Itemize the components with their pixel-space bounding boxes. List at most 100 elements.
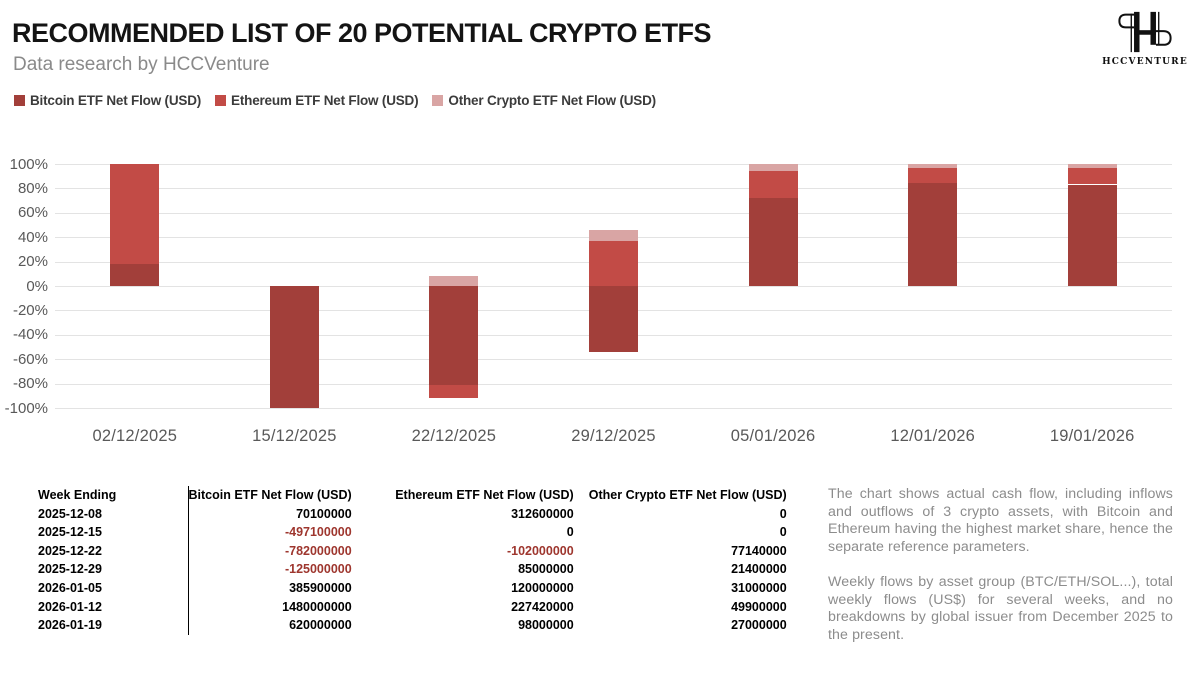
y-axis-label: 40% — [17, 228, 48, 246]
brand-logo: HCCVENTURE — [1100, 8, 1190, 67]
legend-item: Ethereum ETF Net Flow (USD) — [215, 93, 419, 108]
table-cell: 2025-12-08 — [38, 506, 102, 521]
table-cell: 2026-01-19 — [38, 618, 102, 633]
table-cell: 385900000 — [187, 578, 352, 598]
table-cell: -497100000 — [187, 523, 352, 542]
table-cell: 21400000 — [731, 562, 787, 577]
y-axis-label: 20% — [17, 253, 48, 271]
chart-gridline — [55, 212, 1172, 214]
y-axis-label: 60% — [17, 204, 48, 222]
chart-gridline — [55, 188, 1172, 190]
bar-segment — [908, 164, 958, 168]
table-cell: 620000000 — [187, 616, 352, 635]
table-cell: 312600000 — [511, 506, 574, 521]
description: The chart shows actual cash flow, includ… — [828, 486, 1173, 662]
table-cell: 85000000 — [518, 562, 574, 577]
chart-gridline — [55, 383, 1172, 385]
table-row: 2025-12-29 -125000000 85000000 21400000 — [38, 560, 787, 579]
legend-label: Other Crypto ETF Net Flow (USD) — [448, 93, 656, 108]
x-axis-label: 22/12/2025 — [411, 427, 497, 445]
table-cell: 120000000 — [511, 580, 574, 595]
bar-segment — [748, 164, 798, 171]
table-cell: -782000000 — [187, 541, 352, 561]
bar-segment — [429, 286, 479, 386]
bar-segment — [908, 167, 958, 184]
legend-swatch-icon — [14, 95, 25, 106]
bar-segment — [110, 164, 160, 264]
table-row: 2026-01-05 385900000 120000000 31000000 — [38, 578, 787, 598]
table-header-cell: Week Ending — [38, 488, 117, 502]
table-cell: 0 — [779, 525, 787, 540]
table-header-cell: Ethereum ETF Net Flow (USD) — [395, 488, 574, 502]
y-axis-label: -20% — [12, 301, 48, 319]
chart-gridline — [55, 164, 1172, 165]
y-axis-label: -80% — [12, 375, 48, 393]
x-axis-label: 12/01/2026 — [890, 427, 975, 445]
table-cell: 49900000 — [731, 599, 787, 614]
table-row: 2026-01-12 1480000000 227420000 49900000 — [38, 597, 787, 617]
x-axis-label: 02/12/2025 — [92, 427, 178, 445]
table-row: 2026-01-19 620000000 98000000 27000000 — [38, 616, 787, 635]
bar-segment — [110, 263, 160, 286]
bar-segment — [589, 286, 638, 352]
table-header-cell: Bitcoin ETF Net Flow (USD) — [187, 486, 352, 505]
chart-gridline — [55, 359, 1172, 361]
table-cell: 2025-12-15 — [38, 525, 102, 540]
table-body: 2025-12-08 70100000 312600000 0 2025-12-15 -4… — [38, 504, 787, 635]
table-cell: 1480000000 — [187, 597, 352, 617]
table-cell: 0 — [566, 525, 574, 540]
table-cell: 27000000 — [731, 618, 787, 633]
bar-segment — [429, 385, 479, 399]
bar-segment — [269, 286, 319, 408]
table-cell: 2025-12-29 — [38, 562, 102, 577]
table-head: Week Ending Bitcoin ETF Net Flow (USD) Eth… — [38, 486, 787, 505]
table-cell: -125000000 — [187, 560, 352, 579]
table-cell: 98000000 — [518, 618, 574, 633]
table-row: 2025-12-08 70100000 312600000 0 — [38, 504, 787, 524]
bar-segment — [908, 183, 958, 286]
logo-wordmark: HCCVENTURE — [1102, 57, 1188, 67]
y-axis-label: -100% — [4, 399, 48, 417]
x-axis-label: 19/01/2026 — [1049, 427, 1135, 445]
page-title: RECOMMENDED LIST OF 20 POTENTIAL CRYPTO … — [12, 18, 712, 48]
x-axis-label: 05/01/2026 — [730, 427, 816, 445]
bar-segment — [748, 198, 798, 286]
table-cell: 70100000 — [187, 504, 352, 524]
x-axis-label: 15/12/2025 — [252, 427, 337, 445]
chart-gridline — [55, 408, 1172, 409]
y-axis-label: 100% — [9, 155, 48, 173]
bar-segment — [1067, 164, 1117, 169]
table-cell: -102000000 — [506, 543, 574, 558]
page-subtitle: Data research by HCCVenture — [13, 54, 270, 75]
table-row: 2025-12-15 -497100000 0 0 — [38, 523, 787, 542]
table-cell: 31000000 — [731, 580, 787, 595]
legend-label: Ethereum ETF Net Flow (USD) — [231, 93, 419, 108]
legend-item: Bitcoin ETF Net Flow (USD) — [14, 93, 201, 108]
table-cell: 2025-12-22 — [38, 543, 102, 558]
bar-segment — [589, 229, 638, 242]
table-cell: 77140000 — [731, 543, 787, 558]
chart-legend: Bitcoin ETF Net Flow (USD) Ethereum ETF N… — [14, 93, 656, 108]
bar-segment — [429, 276, 479, 286]
legend-swatch-icon — [432, 95, 444, 106]
x-axis-label: 29/12/2025 — [571, 427, 656, 445]
y-axis-label: 80% — [17, 179, 48, 197]
table-cell: 2026-01-12 — [38, 599, 102, 614]
description-paragraph: Weekly flows by asset group (BTC/ETH/SOL… — [828, 573, 1173, 643]
legend-label: Bitcoin ETF Net Flow (USD) — [30, 93, 202, 108]
bar-segment — [1067, 184, 1117, 286]
table-cell: 2026-01-05 — [38, 580, 102, 595]
table-row: 2025-12-22 -782000000 -102000000 77140000 — [38, 541, 787, 561]
bar-segment — [748, 171, 798, 199]
legend-swatch-icon — [215, 95, 227, 106]
data-table: Week Ending Bitcoin ETF Net Flow (USD) Eth… — [38, 486, 787, 635]
legend-item: Other Crypto ETF Net Flow (USD) — [432, 93, 656, 108]
y-axis-label: -60% — [12, 350, 48, 368]
bar-segment — [589, 241, 638, 286]
chart-plot: 100% 80% 60% 40% 20% 0% -20% -40% -60% -80% -100% 0… — [5, 156, 1172, 445]
table-header-cell: Other Crypto ETF Net Flow (USD) — [588, 488, 787, 502]
table-cell: 227420000 — [511, 599, 574, 614]
bar-segment — [1067, 168, 1117, 185]
y-axis-label: -40% — [12, 326, 48, 344]
